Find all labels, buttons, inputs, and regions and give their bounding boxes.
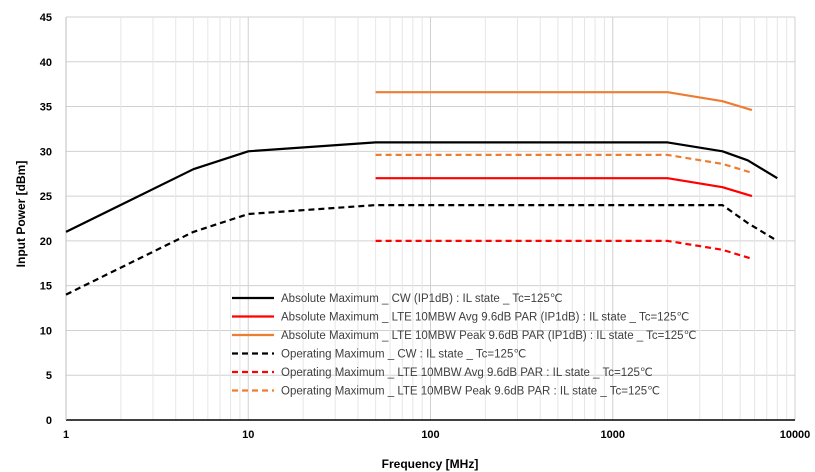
legend-label-1: Absolute Maximum _ CW (IP1dB) : IL state… (281, 293, 563, 305)
x-tick-label: 1000 (601, 429, 625, 441)
y-tick-label: 10 (40, 325, 52, 337)
x-tick-label: 10 (242, 429, 254, 441)
minor-gridlines (120, 17, 788, 420)
y-tick-label: 40 (40, 57, 52, 69)
x-tick-label: 1 (63, 429, 69, 441)
y-tick-label: 15 (40, 281, 52, 293)
series-line-1 (65, 141, 778, 233)
legend-label-5: Operating Maximum _ LTE 10MBW Avg 9.6dB … (281, 367, 653, 379)
series-lines (65, 91, 778, 296)
legend-label-4: Operating Maximum _ CW : IL state _ Tc=1… (281, 349, 526, 361)
legend-label-3: Absolute Maximum _ LTE 10MBW Peak 9.6dB … (281, 330, 697, 342)
y-tick-label: 25 (40, 191, 52, 203)
y-axis-title: Input Power [dBm] (14, 161, 28, 268)
series-line-6 (375, 153, 753, 174)
y-tick-label: 20 (40, 236, 52, 248)
legend-label-6: Operating Maximum _ LTE 10MBW Peak 9.6dB… (281, 386, 660, 398)
legend: Absolute Maximum _ CW (IP1dB) : IL state… (232, 293, 697, 398)
x-tick-label: 10000 (780, 429, 811, 441)
series-line-5 (375, 239, 753, 260)
axes (65, 17, 795, 421)
y-tick-label: 45 (40, 12, 52, 24)
series-line-4 (65, 204, 778, 296)
x-axis-tick-labels: 1 10 100 1000 10000 (63, 429, 810, 441)
y-tick-label: 0 (46, 415, 52, 427)
y-tick-label: 5 (46, 370, 52, 382)
series-line-3 (375, 91, 753, 112)
legend-label-2: Absolute Maximum _ LTE 10MBW Avg 9.6dB P… (281, 312, 689, 324)
y-axis-tick-labels: 0 5 10 15 20 25 30 35 40 45 (40, 12, 52, 427)
x-axis-title: Frequency [MHz] (382, 457, 479, 471)
series-line-2 (375, 177, 753, 198)
x-tick-label: 100 (421, 429, 439, 441)
y-tick-label: 30 (40, 146, 52, 158)
y-tick-label: 35 (40, 102, 52, 114)
